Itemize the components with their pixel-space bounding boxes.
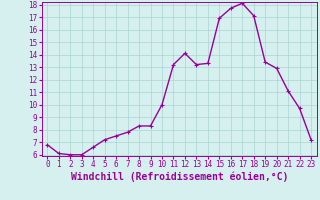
X-axis label: Windchill (Refroidissement éolien,°C): Windchill (Refroidissement éolien,°C) (70, 172, 288, 182)
